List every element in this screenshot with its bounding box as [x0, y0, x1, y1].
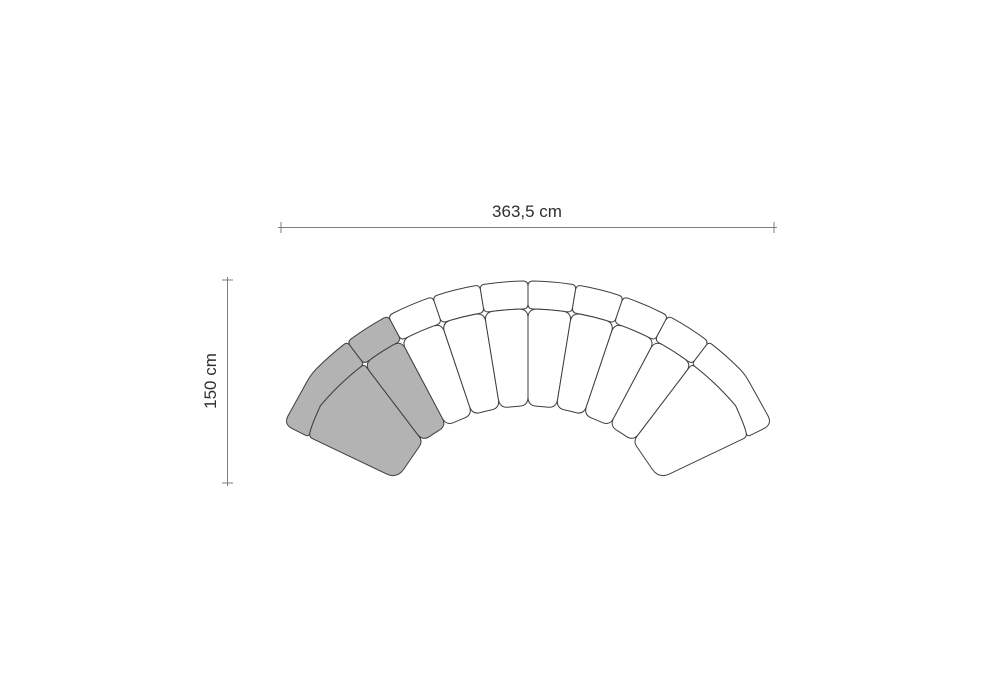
- module-seat-cushion: [484, 308, 529, 408]
- sofa-modules: [286, 280, 770, 477]
- sofa-end-module-right: [634, 342, 770, 477]
- module-back-cushion: [479, 280, 529, 313]
- sofa-module-2: [348, 316, 445, 439]
- module-back-cushion: [433, 285, 485, 323]
- module-seat-cushion: [556, 313, 613, 414]
- width-dimension-label: 363,5 cm: [492, 202, 562, 221]
- sofa-module-7: [556, 285, 623, 414]
- end-module-seat-cushion: [309, 365, 422, 477]
- module-seat-cushion: [585, 324, 653, 425]
- depth-dimension: 150 cm: [201, 277, 233, 486]
- module-seat-cushion: [403, 324, 471, 425]
- module-back-cushion: [348, 316, 401, 363]
- depth-dimension-label: 150 cm: [201, 353, 220, 409]
- module-back-cushion: [655, 316, 708, 363]
- width-dimension: 363,5 cm: [278, 202, 777, 233]
- sofa-end-module-left: [286, 342, 422, 477]
- module-seat-cushion: [611, 342, 690, 439]
- module-seat-cushion: [366, 342, 445, 439]
- module-back-cushion: [571, 285, 623, 323]
- sofa-module-3: [389, 297, 471, 425]
- sofa-module-4: [433, 285, 500, 414]
- module-back-cushion: [389, 297, 441, 340]
- end-module-seat-cushion: [634, 365, 747, 477]
- module-back-cushion: [615, 297, 667, 340]
- sofa-module-5: [479, 280, 529, 408]
- sofa-module-9: [611, 316, 708, 439]
- module-seat-cushion: [443, 313, 500, 414]
- sofa-module-8: [585, 297, 667, 425]
- module-back-cushion: [527, 280, 577, 313]
